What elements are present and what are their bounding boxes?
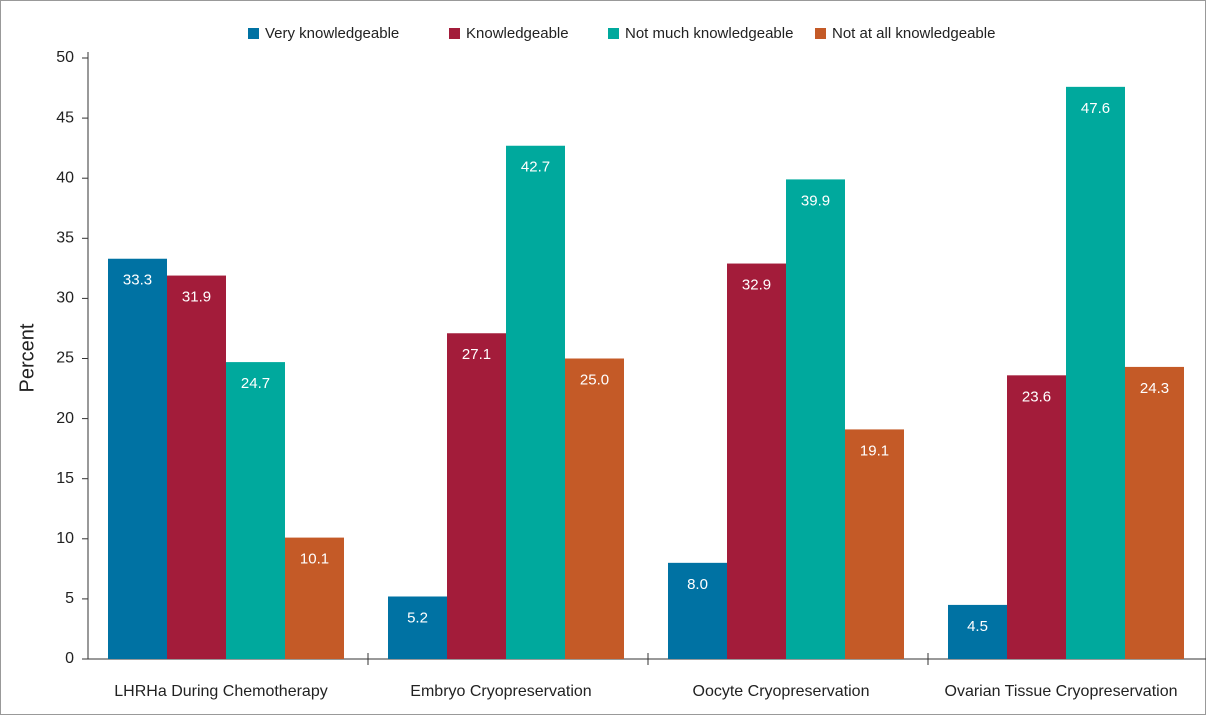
data-label: 24.7 (241, 375, 270, 392)
data-label: 39.9 (801, 192, 830, 209)
legend-swatch (815, 28, 826, 39)
legend-label: Not much knowledgeable (625, 25, 793, 42)
bar (948, 604, 1007, 659)
data-label: 27.1 (462, 346, 491, 363)
legend-swatch (248, 28, 259, 39)
bar (506, 145, 565, 660)
y-tick-label: 45 (56, 109, 74, 126)
data-label: 32.9 (742, 277, 771, 294)
legend-label: Very knowledgeable (265, 25, 399, 42)
bar (727, 263, 786, 659)
bar (285, 537, 344, 659)
bar (388, 596, 447, 659)
data-label: 25.0 (580, 371, 609, 388)
x-tick-label: Oocyte Cryopreservation (693, 683, 870, 700)
bar (226, 362, 285, 659)
data-label: 42.7 (521, 159, 550, 176)
bar (1125, 366, 1184, 659)
data-label: 23.6 (1022, 388, 1051, 405)
bar (447, 333, 506, 659)
data-label: 4.5 (967, 618, 988, 635)
y-tick-label: 10 (56, 530, 74, 547)
y-tick-label: 0 (65, 650, 74, 667)
y-tick-label: 50 (56, 49, 74, 66)
y-tick-label: 5 (65, 590, 74, 607)
x-tick-label: Embryo Cryopreservation (410, 683, 591, 700)
data-label: 8.0 (687, 576, 708, 593)
bar (668, 562, 727, 659)
bar (786, 179, 845, 660)
y-tick-label: 35 (56, 230, 74, 247)
data-label: 19.1 (860, 442, 889, 459)
data-label: 33.3 (123, 272, 152, 289)
legend-label: Knowledgeable (466, 25, 569, 42)
data-label: 5.2 (407, 609, 428, 626)
x-tick-label: LHRHa During Chemotherapy (114, 683, 327, 700)
data-label: 31.9 (182, 289, 211, 306)
y-tick-label: 40 (56, 169, 74, 186)
y-tick-label: 30 (56, 290, 74, 307)
legend-swatch (449, 28, 460, 39)
bar (108, 258, 167, 659)
bar (845, 429, 904, 659)
x-tick-label: Ovarian Tissue Cryopreservation (945, 683, 1178, 700)
data-label: 47.6 (1081, 100, 1110, 117)
data-label: 10.1 (300, 551, 329, 568)
y-tick-label: 15 (56, 470, 74, 487)
legend-swatch (608, 28, 619, 39)
legend-label: Not at all knowledgeable (832, 25, 995, 42)
bar (167, 275, 226, 659)
bar (1066, 86, 1125, 659)
data-label: 24.3 (1140, 380, 1169, 397)
y-axis-label: Percent (16, 323, 38, 392)
bar (1007, 375, 1066, 659)
y-tick-label: 25 (56, 350, 74, 367)
y-tick-label: 20 (56, 410, 74, 427)
bar (565, 358, 624, 659)
